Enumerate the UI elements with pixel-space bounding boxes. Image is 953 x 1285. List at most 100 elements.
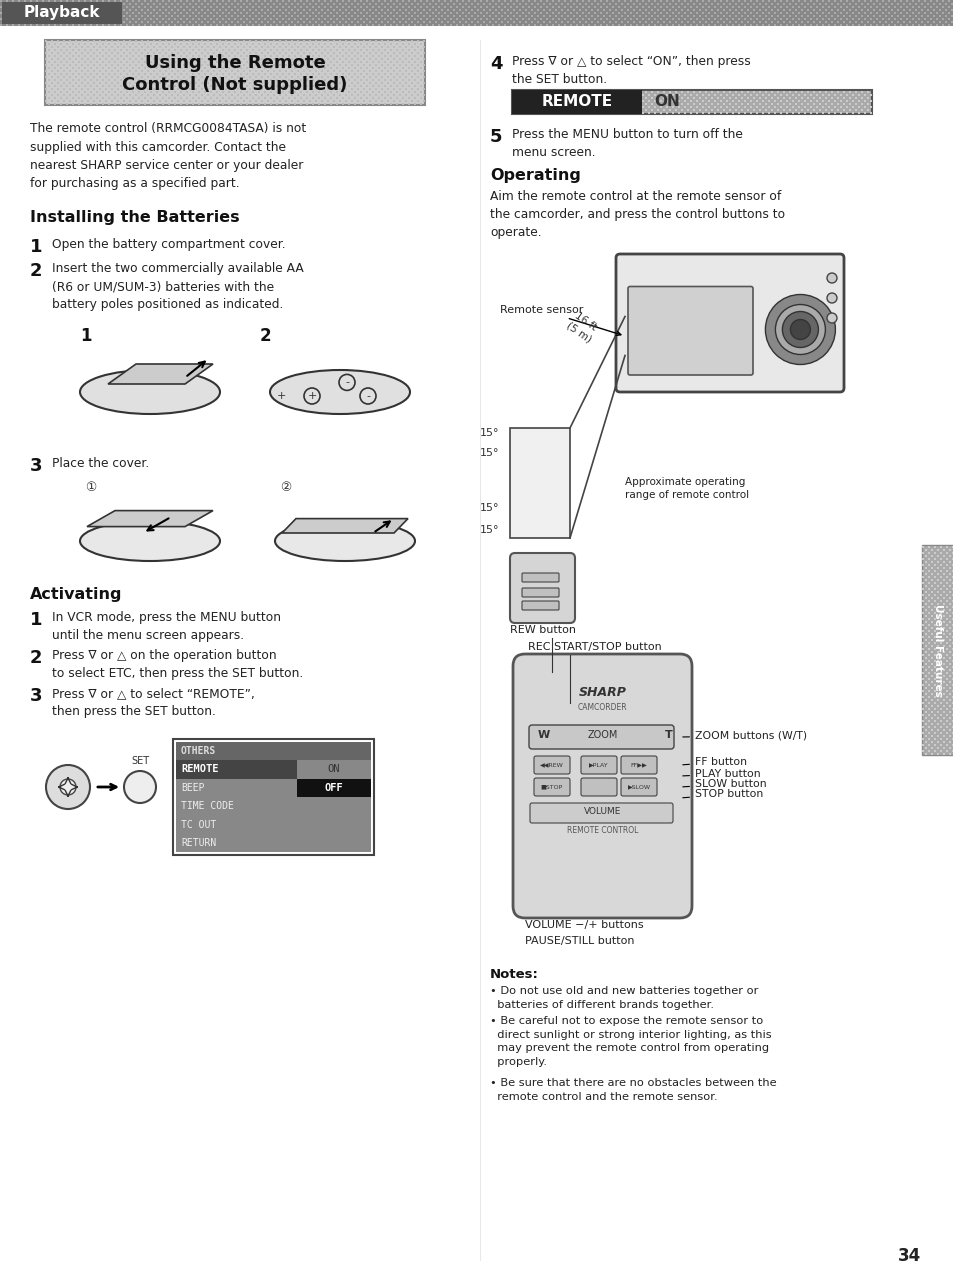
Bar <box>933 553 935 554</box>
Bar <box>927 696 929 698</box>
Bar <box>338 51 340 54</box>
Bar <box>755 24 758 26</box>
Bar <box>175 761 296 779</box>
Bar <box>314 64 316 66</box>
Bar <box>165 15 167 17</box>
Bar <box>803 105 805 108</box>
Bar <box>936 567 938 569</box>
Text: Approximate operating
range of remote control: Approximate operating range of remote co… <box>624 477 748 500</box>
Bar <box>317 49 319 51</box>
Bar <box>369 21 371 23</box>
Bar <box>201 82 203 84</box>
Bar <box>96 96 98 99</box>
Bar <box>456 18 457 21</box>
Bar <box>555 15 557 17</box>
Bar <box>863 94 865 96</box>
Bar <box>908 9 910 12</box>
Bar <box>204 85 206 87</box>
Bar <box>725 6 727 8</box>
Bar <box>257 42 260 45</box>
Bar <box>359 73 361 75</box>
Bar <box>84 67 86 69</box>
Text: • Be careful not to expose the remote sensor to
  direct sunlight or strong inte: • Be careful not to expose the remote se… <box>490 1016 771 1067</box>
Bar <box>495 15 497 17</box>
Bar <box>96 55 98 57</box>
Bar <box>96 78 98 81</box>
Bar <box>246 103 248 105</box>
Bar <box>249 40 251 42</box>
Bar <box>204 12 206 14</box>
Bar <box>725 105 727 108</box>
Bar <box>123 76 125 78</box>
Bar <box>930 729 932 731</box>
Bar <box>650 21 652 23</box>
Bar <box>414 103 416 105</box>
Bar <box>657 15 659 17</box>
Bar <box>327 15 329 17</box>
Bar <box>327 64 329 66</box>
Bar <box>225 82 227 84</box>
Bar <box>623 18 625 21</box>
Bar <box>366 103 368 105</box>
Bar <box>264 73 266 75</box>
Bar <box>351 100 353 102</box>
Bar <box>30 18 32 21</box>
Bar <box>309 15 311 17</box>
Bar <box>180 49 182 51</box>
Bar <box>111 69 112 72</box>
Bar <box>699 91 700 93</box>
Bar <box>945 726 947 729</box>
Bar <box>743 24 745 26</box>
Bar <box>641 100 643 102</box>
Bar <box>678 18 679 21</box>
Bar <box>395 42 397 45</box>
Bar <box>848 96 850 99</box>
Bar <box>422 87 424 90</box>
Bar <box>183 69 185 72</box>
Bar <box>701 24 703 26</box>
Bar <box>414 6 416 8</box>
Bar <box>233 18 235 21</box>
Bar <box>375 76 376 78</box>
Bar <box>395 0 397 3</box>
Bar <box>159 58 161 60</box>
Bar <box>48 91 50 93</box>
Bar <box>173 0 175 3</box>
Bar <box>186 55 188 57</box>
Bar <box>0 24 2 26</box>
Text: The remote control (RRMCG0084TASA) is not
supplied with this camcorder. Contact : The remote control (RRMCG0084TASA) is no… <box>30 122 306 190</box>
Bar <box>641 112 643 114</box>
Bar <box>380 64 382 66</box>
Bar <box>905 12 907 14</box>
Bar <box>510 12 512 14</box>
Bar <box>401 96 403 99</box>
Bar <box>443 0 446 3</box>
Bar <box>51 82 53 84</box>
Bar <box>84 0 86 3</box>
Bar <box>75 58 77 60</box>
Bar <box>899 6 901 8</box>
Bar <box>707 0 709 3</box>
Bar <box>659 94 661 96</box>
Bar <box>500 21 502 23</box>
Bar <box>312 91 314 93</box>
Bar <box>644 9 646 12</box>
Bar <box>833 94 835 96</box>
Bar <box>345 100 347 102</box>
Bar <box>222 18 224 21</box>
Bar <box>851 6 853 8</box>
Bar <box>948 705 950 707</box>
Bar <box>654 6 656 8</box>
Bar <box>359 78 361 81</box>
Bar <box>108 12 110 14</box>
Bar <box>126 24 128 26</box>
Bar <box>345 76 347 78</box>
Bar <box>60 103 62 105</box>
Bar <box>422 15 424 17</box>
Bar <box>236 100 239 102</box>
Bar <box>117 76 119 78</box>
Bar <box>372 55 374 57</box>
Bar <box>296 9 298 12</box>
Bar <box>213 9 214 12</box>
Bar <box>132 12 133 14</box>
